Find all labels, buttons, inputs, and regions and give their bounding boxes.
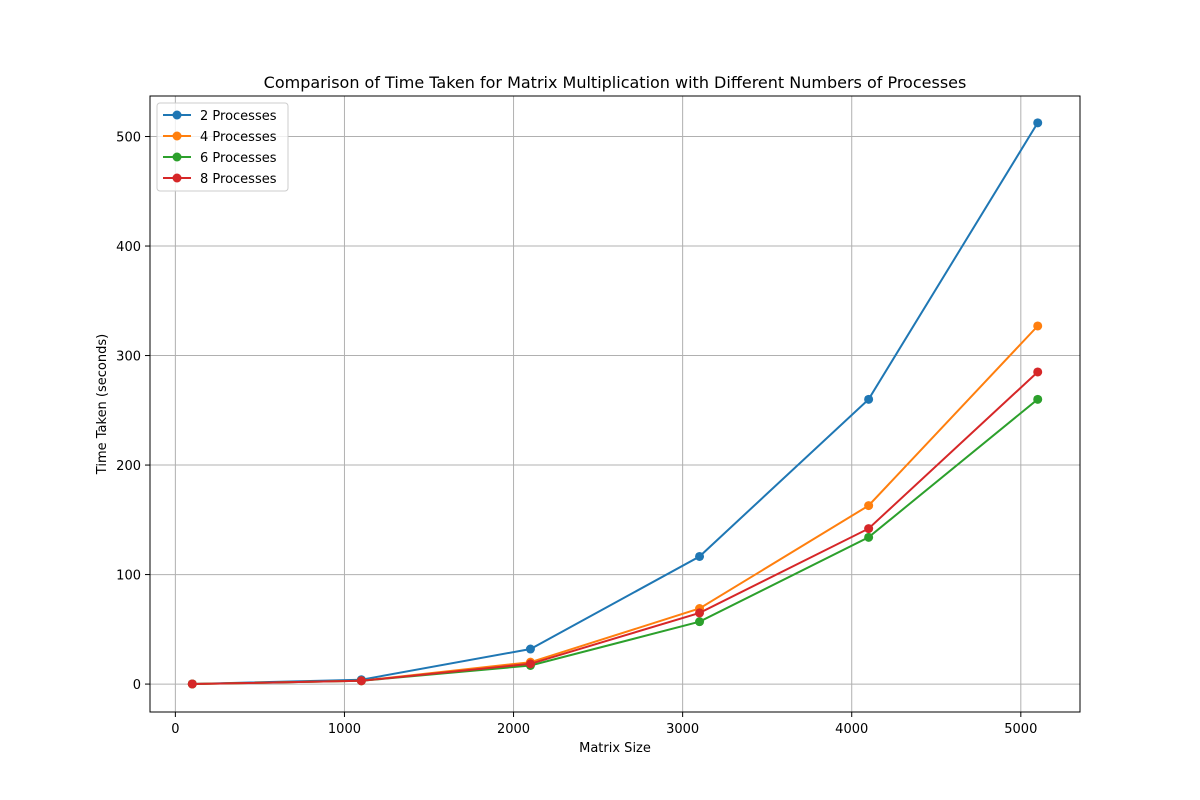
legend-marker — [172, 110, 182, 120]
legend-item: 2 Processes — [163, 109, 277, 124]
y-tick-label: 200 — [116, 459, 141, 474]
data-point — [525, 659, 535, 669]
x-tick-label: 3000 — [666, 722, 699, 737]
y-tick-label: 300 — [116, 350, 141, 365]
legend-label: 8 Processes — [200, 172, 277, 187]
x-tick-label: 4000 — [835, 722, 868, 737]
legend-marker — [172, 131, 182, 141]
data-point — [1033, 367, 1043, 377]
data-point — [864, 394, 874, 404]
y-tick-label: 100 — [116, 569, 141, 584]
data-point — [525, 644, 535, 654]
grid-lines — [150, 96, 1080, 712]
x-tick-label: 0 — [171, 722, 179, 737]
data-point — [864, 524, 874, 534]
data-point — [187, 679, 197, 689]
data-point — [695, 551, 705, 561]
x-tick-label: 5000 — [1004, 722, 1037, 737]
data-point — [356, 676, 366, 686]
data-point — [695, 617, 705, 627]
data-point — [1033, 394, 1043, 404]
y-tick-label: 400 — [116, 240, 141, 255]
y-axis-label: Time Taken (seconds) — [95, 334, 110, 475]
y-tick-label: 0 — [133, 678, 141, 693]
legend-label: 6 Processes — [200, 151, 277, 166]
x-tick-label: 1000 — [328, 722, 361, 737]
series-4 — [187, 367, 1043, 689]
legend-label: 2 Processes — [200, 109, 277, 124]
x-tick-label: 2000 — [497, 722, 530, 737]
data-point — [1033, 321, 1043, 331]
legend: 2 Processes 4 Processes 6 Processes 8 Proce… — [156, 102, 289, 192]
data-point — [695, 608, 705, 618]
data-point — [864, 532, 874, 542]
series-line — [192, 371, 1039, 685]
plot-series — [187, 118, 1043, 689]
legend-item: 4 Processes — [163, 130, 277, 145]
legend-box — [156, 102, 289, 192]
data-point — [864, 501, 874, 511]
legend-item: 6 Processes — [163, 151, 277, 166]
y-tick-label: 500 — [116, 131, 141, 146]
x-axis-label: Matrix Size — [579, 741, 651, 756]
chart-title: Comparison of Time Taken for Matrix Mult… — [264, 73, 967, 92]
legend-label: 4 Processes — [200, 130, 277, 145]
legend-item: 8 Processes — [163, 172, 277, 187]
legend-marker — [172, 173, 182, 183]
legend-marker — [172, 152, 182, 162]
data-point — [1033, 118, 1043, 128]
plot-frame — [149, 95, 1081, 713]
axis-ticks: 0 1000 2000 3000 4000 5000 0 100 200 300 400 500 — [116, 131, 1037, 737]
